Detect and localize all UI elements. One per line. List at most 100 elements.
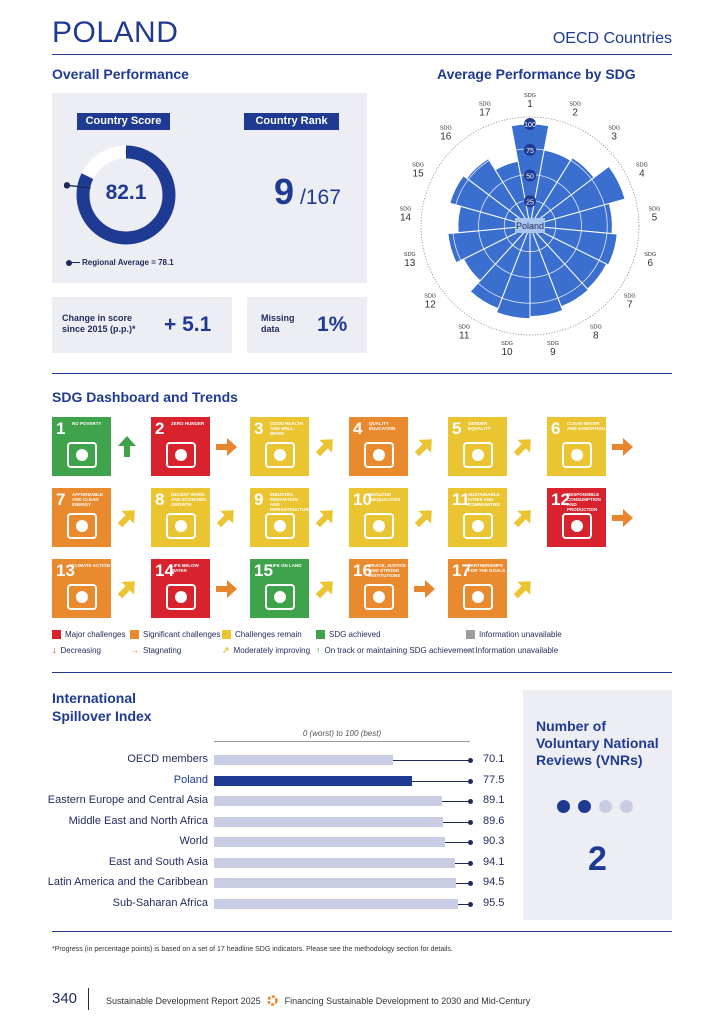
status-legend: Major challenges Significant challenges Ch… <box>52 630 672 642</box>
sdg-tile-8: 8 Decent work and economic growth <box>151 488 239 547</box>
divider-3 <box>52 931 672 932</box>
spillover-bar <box>214 878 456 888</box>
vnr-panel: Number of Voluntary National Reviews (VN… <box>523 690 672 920</box>
radar-ring-label-bg <box>524 143 536 156</box>
spillover-leader-line <box>458 903 470 905</box>
sdg-number: 14 <box>155 561 174 580</box>
sdg-tile-14: 14 Life below water <box>151 559 239 618</box>
missing-label-line2: data <box>261 324 280 334</box>
sdg-number: 9 <box>254 490 264 509</box>
sdg-number: 3 <box>254 419 264 438</box>
radar-axis-prefix: SDG <box>400 206 412 212</box>
cubes-icon <box>265 513 295 539</box>
trend-legend-item: ↗ Moderately improving <box>222 645 310 656</box>
trend-symbol-icon: ↑ <box>316 645 321 655</box>
radar-axis-prefix: SDG <box>404 252 416 258</box>
status-label: Significant challenges <box>143 630 221 639</box>
status-swatch <box>130 630 139 639</box>
trend-arrow-right-icon <box>216 580 237 598</box>
trend-label: Decreasing <box>60 645 101 655</box>
spillover-value: 70.1 <box>483 753 505 765</box>
score-donut <box>64 145 176 245</box>
status-label: Major challenges <box>65 630 126 639</box>
page-number: 340 <box>52 990 78 1007</box>
change-value: + 5.1 <box>164 313 212 336</box>
trend-legend-item: → Stagnating <box>130 645 181 655</box>
dove-icon <box>364 584 394 610</box>
status-swatch <box>222 630 231 639</box>
trend-arrow-diag-icon <box>513 439 531 457</box>
radar-ring-label-bg <box>524 169 536 182</box>
trend-legend-item: ↓ Decreasing <box>52 645 101 655</box>
gender-icon <box>463 442 493 468</box>
sdg-number: 1 <box>56 419 66 438</box>
regional-average-dot <box>64 182 71 189</box>
regional-average-marker <box>66 184 91 189</box>
radar-ring-label-bg <box>524 118 536 130</box>
radar-sector-sdg-6 <box>529 225 618 266</box>
sdg-number: 13 <box>56 561 75 580</box>
spillover-category-label: Latin America and the Caribbean <box>47 876 208 888</box>
sdg-name: Peace, justice and strong institutions <box>369 563 407 578</box>
spillover-leader-line <box>454 862 470 864</box>
water-icon <box>562 442 592 468</box>
radar-axis-prefix: SDG <box>649 206 661 212</box>
spillover-category-label: Sub-Saharan Africa <box>112 896 208 909</box>
vnr-count: 2 <box>588 840 607 878</box>
radar-axis-label: 17 <box>479 107 491 118</box>
spillover-category-label: OECD members <box>127 753 208 765</box>
radar-ring-label: 50 <box>526 174 534 181</box>
trend-symbol-icon: ● <box>466 645 472 655</box>
trend-arrow-diag-icon <box>513 581 531 599</box>
trend-arrow-diag-icon <box>216 510 234 528</box>
trend-symbol-icon: ↓ <box>52 645 57 655</box>
radar-axis-prefix: SDG <box>590 324 602 330</box>
regional-legend-dot <box>66 260 72 266</box>
radar-sector-sdg-4 <box>529 165 626 227</box>
spillover-scale-label: 0 (worst) to 100 (best) <box>302 729 382 738</box>
spillover-end-dot <box>468 881 473 886</box>
radar-axis-label: 16 <box>440 132 452 143</box>
radar-axis-label: 9 <box>550 347 556 358</box>
radar-sector-sdg-13 <box>447 225 531 264</box>
radar-axis-label: 12 <box>425 299 437 310</box>
missing-label-line1: Missing <box>261 313 295 323</box>
vnr-dot-filled <box>578 800 591 813</box>
sdg-number: 7 <box>56 490 66 509</box>
sdg-radar-title: Average Performance by SDG <box>437 66 636 82</box>
sdg-tile-1: 1 No poverty <box>52 417 140 476</box>
growth-icon <box>166 513 196 539</box>
sdg-tile-7: 7 Affordable and clean energy <box>52 488 140 547</box>
sdg-name: Industry, innovation and infrastructure <box>270 492 312 512</box>
sdg-name: Gender equality <box>468 421 491 431</box>
sdg-name: Affordable and clean energy <box>72 492 103 507</box>
footnote: *Progress (in percentage points) is base… <box>52 946 453 953</box>
donut-arc <box>76 145 176 245</box>
status-swatch <box>52 630 61 639</box>
status-swatch <box>316 630 325 639</box>
trend-label: Moderately improving <box>233 646 311 655</box>
spillover-value: 95.5 <box>483 896 505 909</box>
sdg-number: 17 <box>452 561 471 580</box>
change-panel: Change in score since 2015 (p.p.)* + 5.1 <box>52 297 232 353</box>
spillover-leader-line <box>445 842 470 843</box>
country-score-label: Country Score <box>77 113 170 130</box>
radar-sector-sdg-17 <box>494 160 531 227</box>
sdg-name: Quality education <box>369 421 396 431</box>
status-label: SDG achieved <box>329 630 381 639</box>
trend-arrow-right-icon <box>612 438 633 456</box>
country-rank-label: Country Rank <box>244 113 339 130</box>
trend-arrow-diag-icon <box>414 510 432 528</box>
country-rank-value: 9 <box>274 171 295 212</box>
radar-axis-label: 10 <box>501 347 513 358</box>
spillover-title-line2: Spillover Index <box>52 708 152 724</box>
spillover-value: 94.5 <box>483 876 505 888</box>
status-legend-item: Information unavailable <box>466 630 562 639</box>
radar-axis-prefix: SDG <box>458 324 470 330</box>
sdg-number: 4 <box>353 419 363 438</box>
spillover-bar <box>214 796 443 806</box>
radar-axis-prefix: SDG <box>624 293 636 299</box>
header-divider <box>52 54 672 55</box>
sdg-number: 8 <box>155 490 165 509</box>
